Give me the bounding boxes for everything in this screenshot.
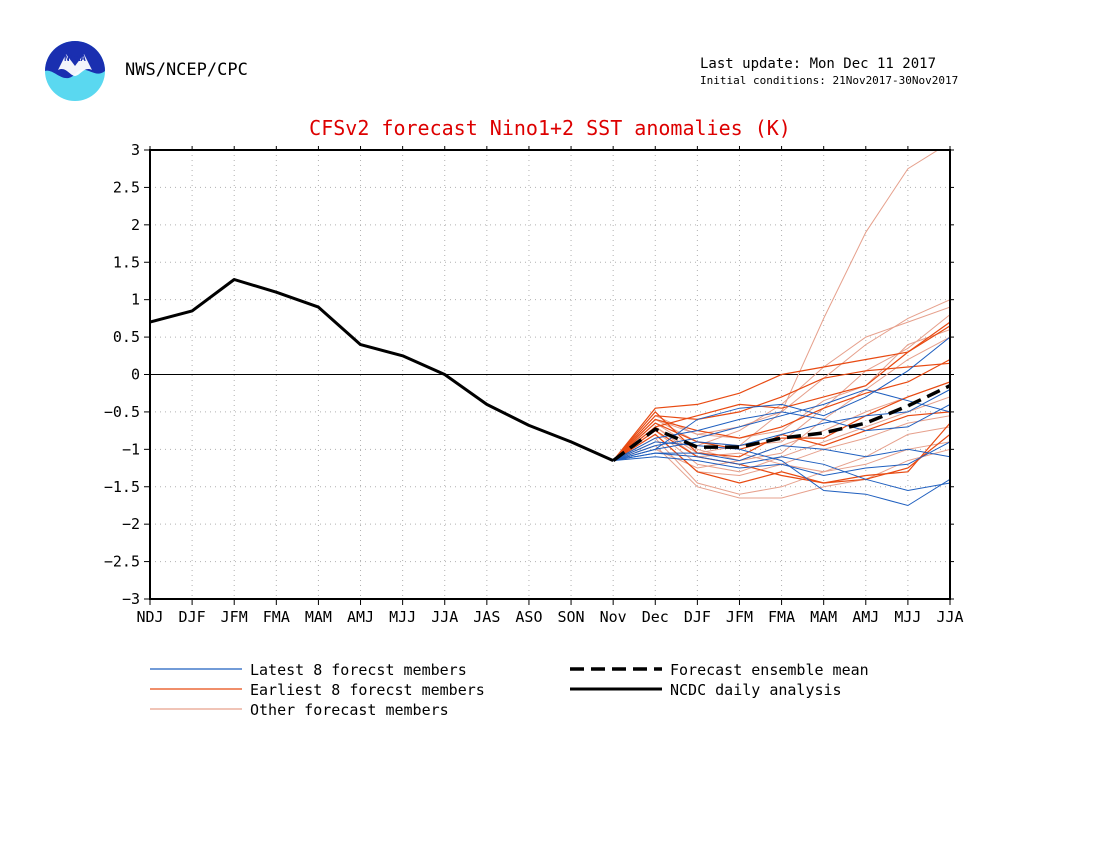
other-member-line xyxy=(612,329,950,461)
x-tick-label: NDJ xyxy=(136,608,163,626)
legend-analysis-label: NCDC daily analysis xyxy=(670,681,842,699)
x-tick-label: Dec xyxy=(642,608,669,626)
legend-other-label: Other forecast members xyxy=(250,701,449,719)
earliest-member-line xyxy=(612,325,950,462)
x-tick-label: FMA xyxy=(263,608,290,626)
x-tick-label: Nov xyxy=(600,608,627,626)
y-tick-label: 0.5 xyxy=(113,328,140,346)
legend-ensemble-mean-label: Forecast ensemble mean xyxy=(670,661,869,679)
latest-member-line xyxy=(613,388,950,462)
svg-text:NOAA: NOAA xyxy=(64,54,86,64)
other-member-line xyxy=(613,445,950,499)
x-tick-label: AMJ xyxy=(852,608,879,626)
x-tick-label: JAS xyxy=(473,608,500,626)
chart-title: CFSv2 forecast Nino1+2 SST anomalies (K) xyxy=(309,116,791,140)
legend-earliest-label: Earliest 8 forecst members xyxy=(250,681,485,699)
other-member-line xyxy=(612,336,950,462)
x-tick-label: SON xyxy=(558,608,585,626)
x-tick-label: DJF xyxy=(179,608,206,626)
latest-member-line xyxy=(613,452,950,492)
y-tick-label: 3 xyxy=(131,141,140,159)
x-tick-label: JJA xyxy=(431,608,458,626)
earliest-member-line xyxy=(612,381,950,462)
plot-series xyxy=(150,150,950,507)
analysis-line xyxy=(150,278,614,462)
latest-member-line xyxy=(613,336,950,462)
noaa-logo: NOAA xyxy=(45,41,105,101)
y-tick-label: −3 xyxy=(122,590,140,608)
y-tick-label: 2 xyxy=(131,216,140,234)
x-tick-label: JFM xyxy=(221,608,248,626)
y-tick-label: −2.5 xyxy=(104,553,140,571)
org-label: NWS/NCEP/CPC xyxy=(125,60,248,80)
other-member-line xyxy=(612,314,950,461)
x-tick-label: DJF xyxy=(684,608,711,626)
x-tick-label: ASO xyxy=(515,608,542,626)
x-tick-label: JFM xyxy=(726,608,753,626)
latest-member-line xyxy=(613,445,950,462)
initial-conditions: Initial conditions: 21Nov2017-30Nov2017 xyxy=(700,74,959,87)
earliest-member-line xyxy=(612,362,950,462)
last-update: Last update: Mon Dec 11 2017 xyxy=(700,56,937,72)
y-tick-label: −1 xyxy=(122,440,140,458)
y-tick-label: −1.5 xyxy=(104,478,140,496)
x-tick-label: MJJ xyxy=(894,608,921,626)
x-tick-label: MJJ xyxy=(389,608,416,626)
legend-latest-label: Latest 8 forecst members xyxy=(250,661,467,679)
y-tick-label: 1.5 xyxy=(113,253,140,271)
x-tick-label: MAM xyxy=(810,608,837,626)
y-tick-label: 1 xyxy=(131,291,140,309)
x-tick-label: AMJ xyxy=(347,608,374,626)
y-tick-label: −2 xyxy=(122,515,140,533)
y-tick-label: 0 xyxy=(131,366,140,384)
earliest-member-line xyxy=(612,321,950,461)
y-tick-label: 2.5 xyxy=(113,178,140,196)
y-tick-label: −0.5 xyxy=(104,403,140,421)
ensemble-mean-line xyxy=(612,384,950,463)
x-tick-label: MAM xyxy=(305,608,332,626)
x-tick-label: FMA xyxy=(768,608,795,626)
latest-member-line xyxy=(613,441,950,477)
x-tick-label: JJA xyxy=(936,608,963,626)
